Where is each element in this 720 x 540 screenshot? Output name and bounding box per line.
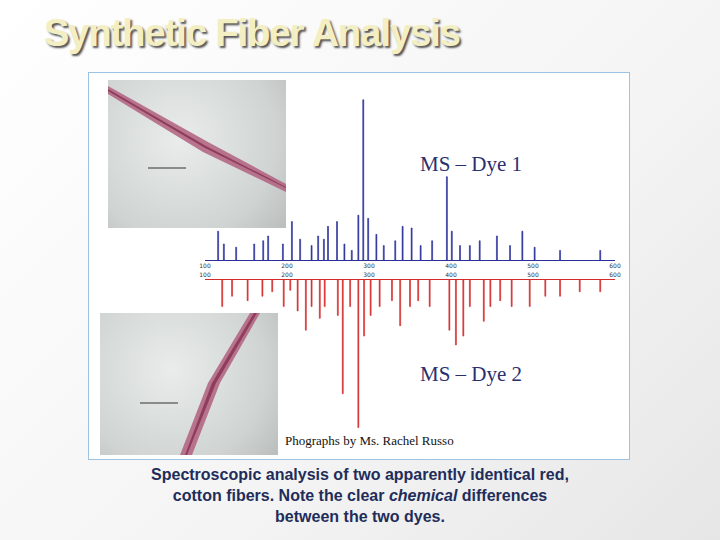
- svg-text:MS – Dye 2: MS – Dye 2: [420, 362, 522, 386]
- svg-text:200: 200: [281, 271, 293, 278]
- svg-text:500: 500: [527, 262, 539, 269]
- html-text:cotton fibers. Note the clear: cotton fibers. Note the clear chemical d…: [172, 487, 548, 504]
- svg-text:400: 400: [445, 271, 457, 278]
- svg-text:100: 100: [199, 271, 211, 278]
- svg-text:200: 200: [281, 262, 293, 269]
- svg-text:100: 100: [199, 262, 211, 269]
- html-text:Synthetic Fiber Analysis: Synthetic Fiber Analysis: [44, 12, 460, 54]
- html-text:Spectroscopic analysis of two: Spectroscopic analysis of two apparently…: [151, 466, 569, 483]
- svg-text:300: 300: [363, 271, 375, 278]
- html-text:between the two dyes.: between the two dyes.: [275, 508, 445, 525]
- svg-text:600: 600: [609, 271, 621, 278]
- svg-text:400: 400: [445, 262, 457, 269]
- svg-text:500: 500: [527, 271, 539, 278]
- svg-text:MS – Dye 1: MS – Dye 1: [420, 152, 522, 176]
- svg-text:300: 300: [363, 262, 375, 269]
- html-text:Phographs by Ms. Rachel Russo: Phographs by Ms. Rachel Russo: [285, 433, 454, 448]
- svg-text:600: 600: [609, 262, 621, 269]
